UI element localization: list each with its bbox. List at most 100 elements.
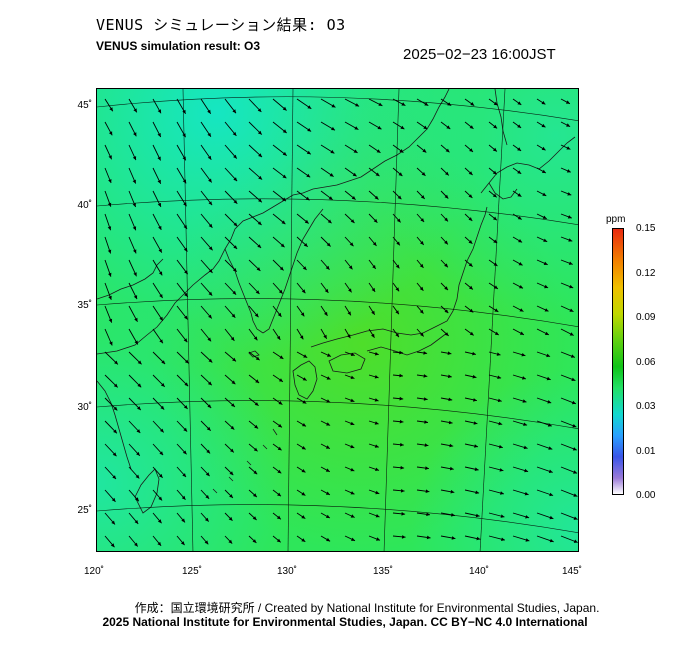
wind-vector-head xyxy=(517,124,522,128)
wind-vector-head xyxy=(184,315,188,320)
wind-vector-head xyxy=(229,471,234,476)
wind-vector-head xyxy=(375,172,380,177)
wind-vector-head xyxy=(396,241,400,246)
parallel-40 xyxy=(97,198,578,225)
wind-vector-head xyxy=(136,429,141,433)
wind-vector-head xyxy=(113,406,118,411)
wind-vector-head xyxy=(183,405,188,409)
wind-vector-head xyxy=(330,149,335,154)
wind-vector-head xyxy=(184,292,188,297)
colorbar-tick-3: 0.06 xyxy=(636,357,656,368)
wind-vector-head xyxy=(372,265,376,269)
wind-vector-head xyxy=(397,195,402,200)
wind-vector-head xyxy=(136,451,140,456)
wind-vector-head xyxy=(522,399,527,403)
wind-vector-head xyxy=(230,425,235,430)
wind-vector-head xyxy=(300,312,305,317)
wind-vector-head xyxy=(571,377,576,381)
wind-vector-head xyxy=(323,334,327,339)
wind-vector-head xyxy=(419,309,424,314)
wind-vector-head xyxy=(254,424,259,429)
wind-vector-head xyxy=(450,489,455,494)
wind-vector-head xyxy=(401,102,406,106)
wind-vector-head xyxy=(208,358,213,363)
wind-vector-head xyxy=(400,465,405,470)
colorbar-tick-1: 0.12 xyxy=(636,268,656,279)
wind-vector-head xyxy=(107,202,112,207)
wind-vector-head xyxy=(113,383,118,388)
wind-vector-head xyxy=(133,249,137,254)
wind-vector-head xyxy=(325,514,330,518)
wind-vector-head xyxy=(494,331,499,335)
wind-vector-head xyxy=(395,333,399,338)
wind-vector-head xyxy=(305,196,310,201)
wind-vector-head xyxy=(398,172,403,176)
wind-vector-head xyxy=(445,171,449,176)
wind-vector-head xyxy=(233,222,238,227)
coast-jeju xyxy=(248,350,260,358)
wind-vector-head xyxy=(325,265,330,270)
lon-label-145: 145˚ xyxy=(561,566,582,577)
wind-vector-head xyxy=(159,428,164,433)
wind-vector-head xyxy=(544,308,549,312)
lon-label-140: 140˚ xyxy=(468,566,489,577)
wind-vector-head xyxy=(302,400,307,404)
wind-vector-head xyxy=(184,382,189,387)
parallel-35 xyxy=(97,298,578,327)
wind-vector-head xyxy=(208,223,213,228)
wind-vector-head xyxy=(347,311,351,316)
wind-vector-head xyxy=(302,266,307,270)
wind-vector-head xyxy=(255,356,260,361)
wind-vector-head xyxy=(373,218,378,223)
wind-vector-head xyxy=(231,313,236,318)
wind-vector-head xyxy=(181,518,185,523)
wind-vector-head xyxy=(282,106,287,111)
wind-vector-head xyxy=(161,360,166,364)
wind-vector-head xyxy=(475,513,480,518)
wind-vector-head xyxy=(282,174,287,179)
wind-vector-head xyxy=(401,512,406,516)
wind-vector-head xyxy=(159,294,163,298)
wind-vector-head xyxy=(519,331,524,335)
wind-vector-head xyxy=(183,225,187,229)
wind-vector-head xyxy=(232,267,237,272)
ozone-map xyxy=(97,89,578,551)
wind-vector-head xyxy=(230,448,234,453)
wind-vector-head xyxy=(181,495,186,500)
wind-vector-head xyxy=(277,312,282,317)
wind-vector-head xyxy=(207,381,212,386)
wind-vector-head xyxy=(159,316,163,321)
wind-vector-head xyxy=(229,494,233,498)
wind-vector-head xyxy=(569,284,574,289)
wind-vector-head xyxy=(549,538,554,543)
wind-vector-head xyxy=(567,215,572,219)
wind-vector-head xyxy=(326,537,331,542)
wind-vector-head xyxy=(276,335,281,340)
wind-vector-head xyxy=(546,353,551,358)
wind-vector-head xyxy=(206,449,211,454)
colorbar-tick-0: 0.15 xyxy=(636,223,656,234)
wind-vector-head xyxy=(517,147,522,151)
lon-label-130: 130˚ xyxy=(276,566,297,577)
wind-vector-head xyxy=(396,218,401,223)
wind-vector-head xyxy=(328,196,333,200)
wind-vector-head xyxy=(277,446,282,451)
wind-vector-head xyxy=(282,197,286,202)
wind-vector-head xyxy=(468,194,473,198)
wind-vector-head xyxy=(160,405,165,410)
wind-vector-head xyxy=(182,109,186,114)
wind-vector-head xyxy=(573,493,578,497)
wind-vector-head xyxy=(135,474,140,479)
wind-vector-head xyxy=(280,243,285,248)
wind-vector-head xyxy=(351,196,356,200)
wind-vector-head xyxy=(423,351,428,355)
wind-vector-head xyxy=(543,261,548,265)
wind-vector-head xyxy=(375,467,379,471)
wind-vector-head xyxy=(207,404,212,408)
wind-vector-head xyxy=(493,101,498,106)
wind-vector-head xyxy=(252,539,257,543)
wind-vector-head xyxy=(500,514,505,518)
coast-mainland xyxy=(97,89,450,355)
wind-vector-head xyxy=(327,353,331,357)
wind-vectors xyxy=(104,98,578,548)
